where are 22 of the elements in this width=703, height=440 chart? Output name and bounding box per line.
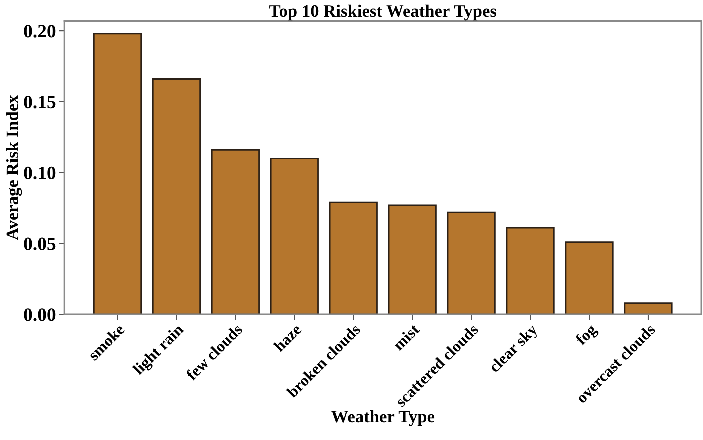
y-tick-label: 0.15 bbox=[24, 96, 56, 109]
x-axis-title: Weather Type bbox=[332, 410, 435, 426]
x-tick-label: light rain bbox=[132, 323, 187, 378]
bar bbox=[388, 204, 437, 315]
y-tick-label: 0.00 bbox=[24, 308, 56, 322]
bar bbox=[152, 78, 202, 315]
x-tick-label: haze bbox=[273, 323, 302, 353]
bar bbox=[447, 212, 496, 315]
x-tick-label: fog bbox=[574, 323, 600, 348]
y-tick-label: 0.20 bbox=[24, 25, 56, 38]
bar bbox=[624, 302, 673, 315]
chart-title: Top 10 Riskiest Weather Types bbox=[270, 4, 497, 21]
bar bbox=[93, 33, 142, 315]
y-tick-label: 0.05 bbox=[24, 238, 56, 250]
bar bbox=[329, 202, 378, 315]
y-axis-title: Average Risk Index bbox=[6, 95, 22, 240]
x-tick-label: mist bbox=[392, 322, 421, 352]
bar bbox=[211, 149, 260, 315]
bar bbox=[565, 242, 614, 315]
bar bbox=[270, 158, 319, 315]
y-tick-label: 0.10 bbox=[24, 166, 56, 180]
bar bbox=[506, 227, 555, 315]
